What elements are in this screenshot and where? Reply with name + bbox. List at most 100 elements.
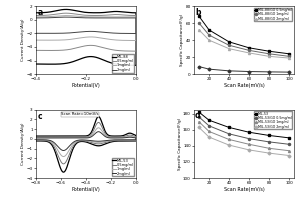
MIL-53 (34, 140, 38, 142)
Y-axis label: Current Density(A/g): Current Density(A/g) (21, 19, 25, 61)
MIL-88/GO 0.5mg/ml (247, 47, 251, 49)
MIL-88/GO 0.5mg/ml (287, 53, 291, 55)
MIL-53/GO 1mg/ml (207, 130, 211, 133)
MIL-53/GO 2mg/ml (227, 144, 231, 146)
Line: 1mg/ml: 1mg/ml (36, 128, 136, 157)
MIL-88/GO 0.5mg/ml (227, 41, 231, 43)
2mg/ml (82, 139, 86, 141)
X-axis label: Potential(V): Potential(V) (72, 83, 101, 88)
MIL-53 (46, 135, 50, 137)
2mg/ml (116, 32, 119, 34)
1mg/ml (125, 16, 129, 18)
MIL-53/GO 0.5mg/ml (267, 141, 271, 143)
MIL-53 (62, 171, 65, 173)
MIL-53 (97, 115, 100, 118)
2mg/ml (83, 30, 87, 33)
MIL-88/GO 1mg/ml (227, 44, 231, 46)
MIL-88 (34, 12, 38, 14)
MIL-53/GO 2mg/ml (267, 152, 271, 154)
1mg/ml (100, 37, 104, 39)
MIL-88/GO 2mg/ml (197, 29, 201, 31)
0.5mg/ml (116, 49, 119, 52)
MIL-88/GO 0.5mg/ml (267, 50, 271, 52)
0.5mg/ml (34, 136, 38, 138)
2mg/ml (100, 31, 104, 33)
Line: MIL-53/GO 0.5mg/ml: MIL-53/GO 0.5mg/ml (198, 116, 290, 145)
MIL-53/GO 1mg/ml (247, 143, 251, 145)
Text: Scan Rate=10mV/s: Scan Rate=10mV/s (61, 112, 98, 116)
MIL-53/GO 2mg/ml (197, 126, 201, 129)
Legend: MIL-88, 0.5mg/ml, 1mg/ml, 2mg/ml: MIL-88, 0.5mg/ml, 1mg/ml, 2mg/ml (112, 54, 134, 73)
2mg/ml (62, 149, 65, 152)
Line: 0.5mg/ml: 0.5mg/ml (36, 122, 136, 164)
1mg/ml (34, 136, 38, 139)
2mg/ml (34, 137, 38, 139)
2mg/ml (64, 16, 68, 18)
1mg/ml (86, 16, 90, 18)
MIL-88/GO 1mg/ml (207, 34, 211, 36)
2mg/ml (118, 139, 122, 141)
MIL-53/GO 0.5mg/ml (247, 137, 251, 140)
MIL-53/GO 2mg/ml (287, 154, 291, 157)
1mg/ml (112, 139, 116, 141)
1mg/ml (34, 16, 38, 18)
0.5mg/ml (82, 140, 86, 142)
MIL-53/GO 0.5mg/ml (287, 143, 291, 145)
MIL-53/GO 0.5mg/ml (197, 116, 201, 118)
1mg/ml (116, 39, 119, 41)
2mg/ml (46, 137, 50, 139)
2mg/ml (34, 17, 38, 19)
MIL-53/GO 0.5mg/ml (207, 125, 211, 127)
MIL-88 (100, 58, 104, 61)
X-axis label: Scan Rate(mV/s): Scan Rate(mV/s) (224, 83, 264, 88)
MIL-88/GO 2mg/ml (207, 39, 211, 41)
MIL-88 (116, 63, 119, 66)
0.5mg/ml (118, 139, 122, 142)
Line: MIL-53: MIL-53 (198, 111, 290, 139)
MIL-88/GO 2mg/ml (227, 47, 231, 50)
MIL-88 (134, 64, 138, 67)
MIL-53 (118, 140, 122, 142)
Legend: MIL-53, 0.5mg/ml, 1mg/ml, 2mg/ml: MIL-53, 0.5mg/ml, 1mg/ml, 2mg/ml (112, 158, 134, 176)
MIL-88/GO 0.5mg/ml (207, 29, 211, 31)
Legend: MIL-53, MIL-53/GO 0.5mg/ml, MIL-53/GO 1mg/ml, MIL-53/GO 2mg/ml: MIL-53, MIL-53/GO 0.5mg/ml, MIL-53/GO 1m… (254, 111, 292, 129)
X-axis label: Scan Rate(mV/s): Scan Rate(mV/s) (224, 187, 264, 192)
MIL-53 (267, 134, 271, 137)
0.5mg/ml (34, 14, 38, 17)
2mg/ml (34, 139, 38, 141)
1mg/ml (62, 155, 65, 158)
Line: MIL-53: MIL-53 (36, 117, 136, 172)
0.5mg/ml (97, 121, 100, 124)
MIL-53 (82, 140, 86, 143)
2mg/ml (125, 17, 129, 19)
Line: 1mg/ml: 1mg/ml (36, 16, 136, 41)
2mg/ml (97, 130, 100, 133)
MIL-88/GO 1mg/ml (287, 55, 291, 58)
MIL-53 (112, 140, 116, 143)
2mg/ml (34, 32, 38, 35)
2mg/ml (112, 139, 116, 141)
Y-axis label: Current Density(A/g): Current Density(A/g) (21, 123, 25, 165)
Text: b: b (195, 8, 200, 17)
Text: d: d (195, 111, 200, 120)
MIL-88/GO 1mg/ml (247, 49, 251, 52)
MIL-53/GO 1mg/ml (287, 149, 291, 152)
1mg/ml (134, 39, 138, 42)
MIL-53 (207, 119, 211, 121)
MIL-53/GO 1mg/ml (227, 138, 231, 141)
MIL-88 (64, 8, 68, 11)
Y-axis label: Specific Capacitance(F/g): Specific Capacitance(F/g) (180, 14, 184, 66)
1mg/ml (106, 140, 110, 142)
MIL-88/GO 0.5mg/ml (197, 15, 201, 17)
1mg/ml (82, 139, 86, 142)
0.5mg/ml (83, 45, 87, 47)
0.5mg/ml (34, 49, 38, 52)
Line: 2mg/ml: 2mg/ml (36, 132, 136, 151)
MIL-88/GO 2mg/ml (287, 57, 291, 59)
2mg/ml (86, 17, 90, 19)
0.5mg/ml (112, 140, 116, 142)
Line: MIL-53/GO 1mg/ml: MIL-53/GO 1mg/ml (198, 121, 290, 152)
1mg/ml (34, 139, 38, 141)
1mg/ml (70, 15, 74, 17)
Line: MIL-88/GO 0.5mg/ml: MIL-88/GO 0.5mg/ml (198, 15, 290, 55)
